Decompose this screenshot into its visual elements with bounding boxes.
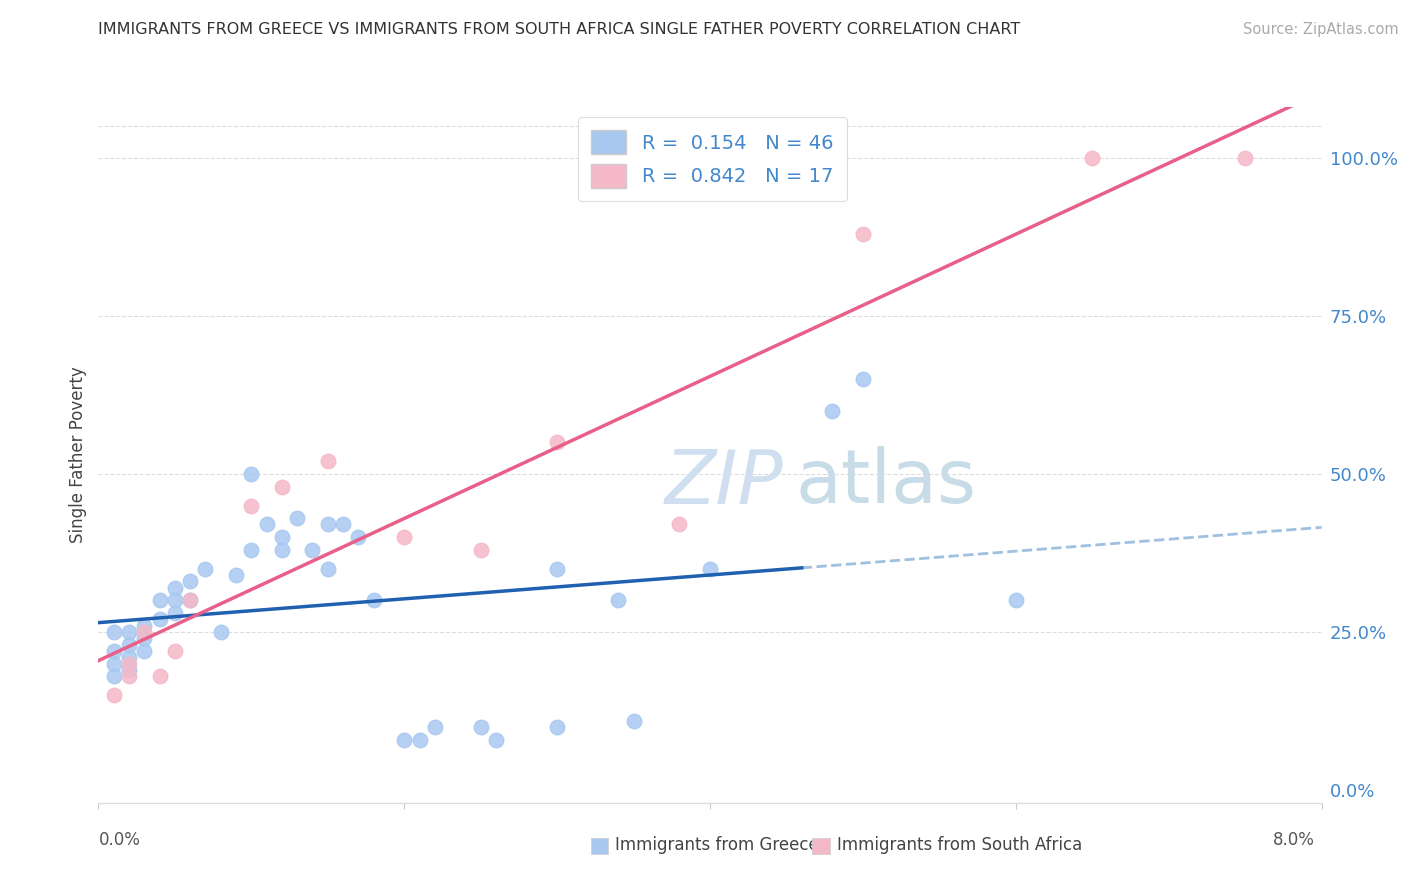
Point — [699, 562, 721, 576]
Point — [209, 625, 232, 640]
Text: atlas: atlas — [796, 446, 977, 519]
Point — [546, 720, 568, 734]
Point — [179, 593, 201, 607]
Text: Source: ZipAtlas.com: Source: ZipAtlas.com — [1243, 22, 1399, 37]
Point — [1234, 151, 1257, 165]
Point — [668, 517, 690, 532]
Point — [118, 650, 141, 665]
Point — [134, 625, 156, 640]
Point — [623, 714, 645, 728]
Point — [347, 530, 370, 544]
Point — [118, 625, 141, 640]
Point — [270, 542, 294, 557]
Point — [301, 542, 323, 557]
Point — [163, 606, 186, 620]
Point — [316, 454, 339, 468]
Point — [103, 657, 125, 671]
Point — [408, 732, 430, 747]
Point — [179, 574, 201, 589]
Point — [179, 593, 201, 607]
Point — [285, 511, 308, 525]
Text: Immigrants from Greece: Immigrants from Greece — [616, 836, 820, 854]
Point — [1081, 151, 1104, 165]
Point — [240, 467, 263, 481]
Point — [423, 720, 446, 734]
Point — [256, 517, 278, 532]
Point — [1004, 593, 1026, 607]
Point — [332, 517, 354, 532]
Point — [546, 435, 568, 450]
Point — [149, 593, 172, 607]
Text: Immigrants from South Africa: Immigrants from South Africa — [837, 836, 1083, 854]
Point — [821, 403, 844, 417]
Point — [225, 568, 247, 582]
Point — [118, 669, 141, 683]
Point — [852, 227, 875, 241]
Point — [240, 499, 263, 513]
Point — [134, 632, 156, 646]
Point — [363, 593, 385, 607]
Point — [194, 562, 217, 576]
Point — [392, 530, 416, 544]
Point — [103, 644, 125, 658]
Point — [485, 732, 508, 747]
Point — [852, 372, 875, 386]
Point — [392, 732, 416, 747]
Point — [118, 657, 141, 671]
Point — [470, 720, 492, 734]
Point — [149, 612, 172, 626]
Point — [270, 530, 294, 544]
Point — [134, 644, 156, 658]
Point — [103, 688, 125, 702]
Text: IMMIGRANTS FROM GREECE VS IMMIGRANTS FROM SOUTH AFRICA SINGLE FATHER POVERTY COR: IMMIGRANTS FROM GREECE VS IMMIGRANTS FRO… — [98, 22, 1021, 37]
Point — [270, 479, 294, 493]
Text: 0.0%: 0.0% — [98, 831, 141, 849]
Point — [103, 669, 125, 683]
Y-axis label: Single Father Poverty: Single Father Poverty — [69, 367, 87, 543]
Point — [163, 593, 186, 607]
Point — [149, 669, 172, 683]
Point — [134, 618, 156, 632]
Legend: R =  0.154   N = 46, R =  0.842   N = 17: R = 0.154 N = 46, R = 0.842 N = 17 — [578, 117, 846, 202]
Point — [163, 581, 186, 595]
Point — [546, 562, 568, 576]
Text: 8.0%: 8.0% — [1272, 831, 1315, 849]
Point — [316, 517, 339, 532]
Point — [103, 625, 125, 640]
Text: ZIP: ZIP — [665, 447, 783, 519]
Point — [163, 644, 186, 658]
Point — [470, 542, 492, 557]
Point — [240, 542, 263, 557]
Point — [118, 638, 141, 652]
Point — [607, 593, 630, 607]
Point — [316, 562, 339, 576]
Point — [118, 663, 141, 677]
